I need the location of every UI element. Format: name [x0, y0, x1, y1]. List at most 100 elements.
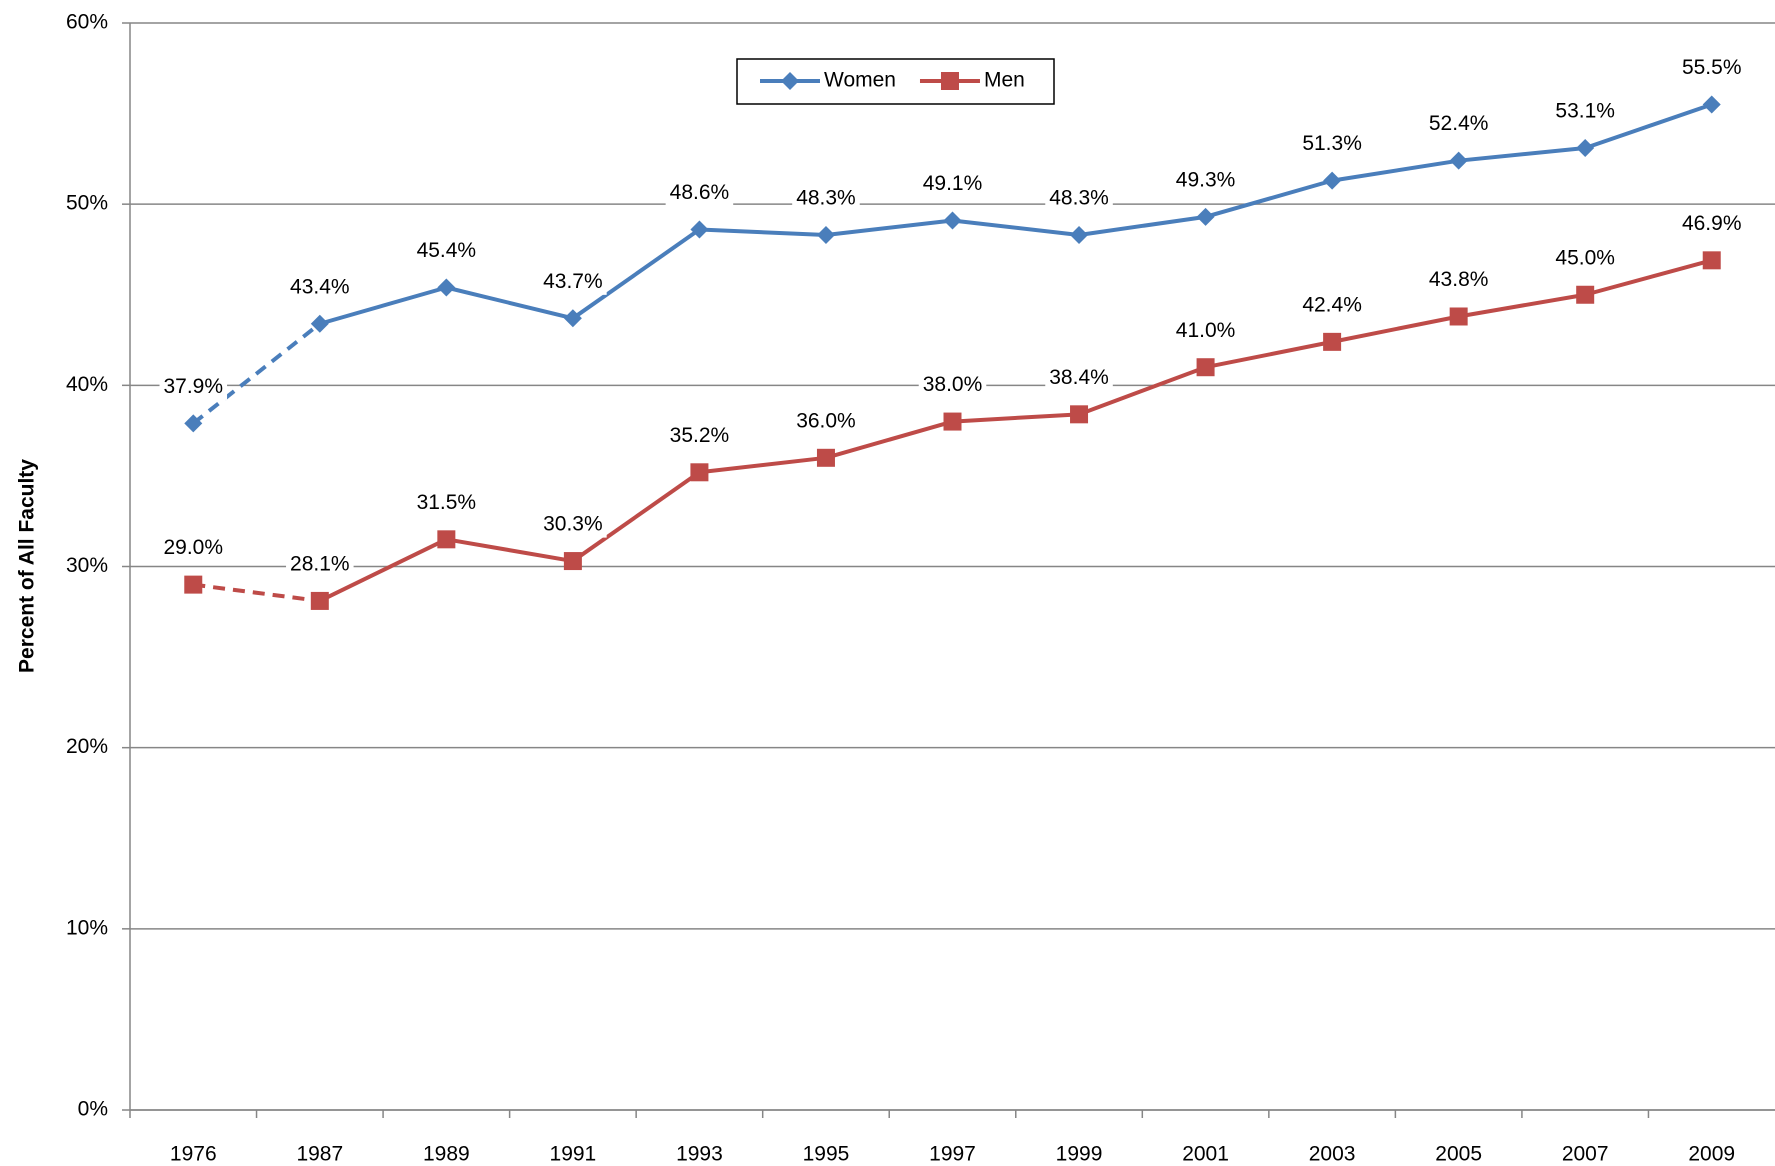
line-segment: [1331, 314, 1460, 344]
data-label: 55.5%: [1682, 56, 1742, 79]
data-label: 42.4%: [1302, 293, 1362, 316]
x-tick-label: 1987: [296, 1143, 343, 1166]
line-segment: [1331, 158, 1459, 183]
line-segment: [1458, 292, 1586, 319]
marker: [1323, 171, 1342, 190]
data-label-bg: [918, 371, 987, 399]
line-segment: [1205, 339, 1333, 370]
marker: [690, 463, 709, 482]
x-tick-label: 1991: [550, 1143, 597, 1166]
data-label-bg: [1171, 166, 1240, 194]
data-label: 37.9%: [163, 375, 223, 398]
line-segment: [1584, 258, 1713, 297]
data-label-bg: [1424, 266, 1493, 294]
data-label-bg: [159, 372, 228, 400]
data-label-bg: [539, 510, 607, 538]
data-label-bg: [412, 237, 481, 265]
marker: [310, 591, 329, 610]
line-segment: [699, 227, 827, 237]
line-segment: [699, 455, 827, 475]
line-segment: [1078, 214, 1206, 237]
y-tick-label: 50%: [66, 192, 108, 215]
y-tick-label: 0%: [78, 1098, 108, 1121]
line-segment: [825, 218, 953, 237]
line-segment: [318, 537, 448, 603]
line-segment: [193, 582, 321, 603]
data-label-bg: [1298, 130, 1366, 158]
data-label: 45.4%: [417, 239, 477, 262]
x-tick-label: 2003: [1309, 1143, 1356, 1166]
data-label: 49.3%: [1176, 168, 1236, 191]
marker: [816, 448, 835, 467]
marker: [437, 530, 456, 549]
data-label: 43.8%: [1429, 268, 1489, 291]
data-label: 36.0%: [796, 409, 856, 432]
line-segment: [952, 412, 1080, 424]
data-label-bg: [286, 273, 354, 301]
x-tick-label: 1999: [1056, 1143, 1103, 1166]
marker: [1702, 95, 1721, 114]
x-tick-label: 1976: [170, 1143, 217, 1166]
data-label-bg: [1171, 316, 1240, 344]
y-tick-label: 40%: [66, 373, 108, 396]
data-label-bg: [665, 179, 734, 207]
data-label-bg: [918, 170, 987, 198]
data-label-bg: [1677, 209, 1746, 237]
marker: [943, 412, 962, 431]
data-label-bg: [286, 550, 354, 578]
line-segment: [1458, 146, 1586, 163]
marker: [1196, 207, 1215, 226]
line-segment: [571, 470, 701, 563]
line-segment: [952, 218, 1080, 237]
data-label: 48.3%: [796, 187, 856, 210]
marker: [943, 211, 962, 230]
marker: [1449, 307, 1468, 326]
marker: [690, 220, 709, 239]
data-label: 43.7%: [543, 270, 603, 293]
x-tick-label: 2009: [1688, 1143, 1735, 1166]
marker: [437, 278, 456, 297]
line-segment: [445, 285, 574, 321]
y-tick-label: 30%: [66, 554, 108, 577]
data-label: 51.3%: [1302, 132, 1362, 155]
marker: [1702, 251, 1721, 270]
y-tick-label: 60%: [66, 11, 108, 34]
data-label-bg: [792, 407, 860, 435]
data-label: 28.1%: [290, 552, 350, 575]
legend-label: Women: [824, 69, 896, 92]
line-segment: [825, 419, 954, 460]
data-label-bg: [412, 488, 481, 516]
data-label-bg: [1045, 184, 1113, 212]
data-label-bg: [1551, 97, 1619, 125]
line-segment: [1205, 178, 1333, 219]
data-label-bg: [1677, 54, 1746, 82]
marker: [940, 72, 959, 90]
data-label: 38.0%: [923, 373, 983, 396]
line-segment: [1078, 365, 1207, 417]
data-label-bg: [1298, 291, 1366, 319]
marker: [310, 314, 329, 333]
data-label: 53.1%: [1555, 100, 1615, 123]
y-axis-title: Percent of All Faculty: [16, 459, 39, 673]
data-label: 41.0%: [1176, 319, 1236, 342]
legend-label: Men: [984, 69, 1025, 92]
data-label: 31.5%: [417, 491, 477, 514]
data-label: 43.4%: [290, 275, 350, 298]
data-label-bg: [159, 534, 228, 562]
y-tick-label: 10%: [66, 916, 108, 939]
marker: [1576, 139, 1595, 158]
marker: [563, 309, 582, 328]
line-segment: [192, 322, 322, 425]
marker: [184, 414, 203, 433]
data-label-bg: [1551, 244, 1619, 272]
marker: [1070, 225, 1089, 244]
marker: [563, 552, 582, 571]
legend: Women Men: [736, 58, 1055, 105]
x-tick-label: 1989: [423, 1143, 470, 1166]
x-tick-label: 1997: [929, 1143, 976, 1166]
data-label: 45.0%: [1555, 246, 1615, 269]
marker: [781, 72, 799, 90]
y-tick-label: 20%: [66, 735, 108, 758]
data-label: 52.4%: [1429, 112, 1489, 135]
x-tick-label: 1993: [676, 1143, 723, 1166]
